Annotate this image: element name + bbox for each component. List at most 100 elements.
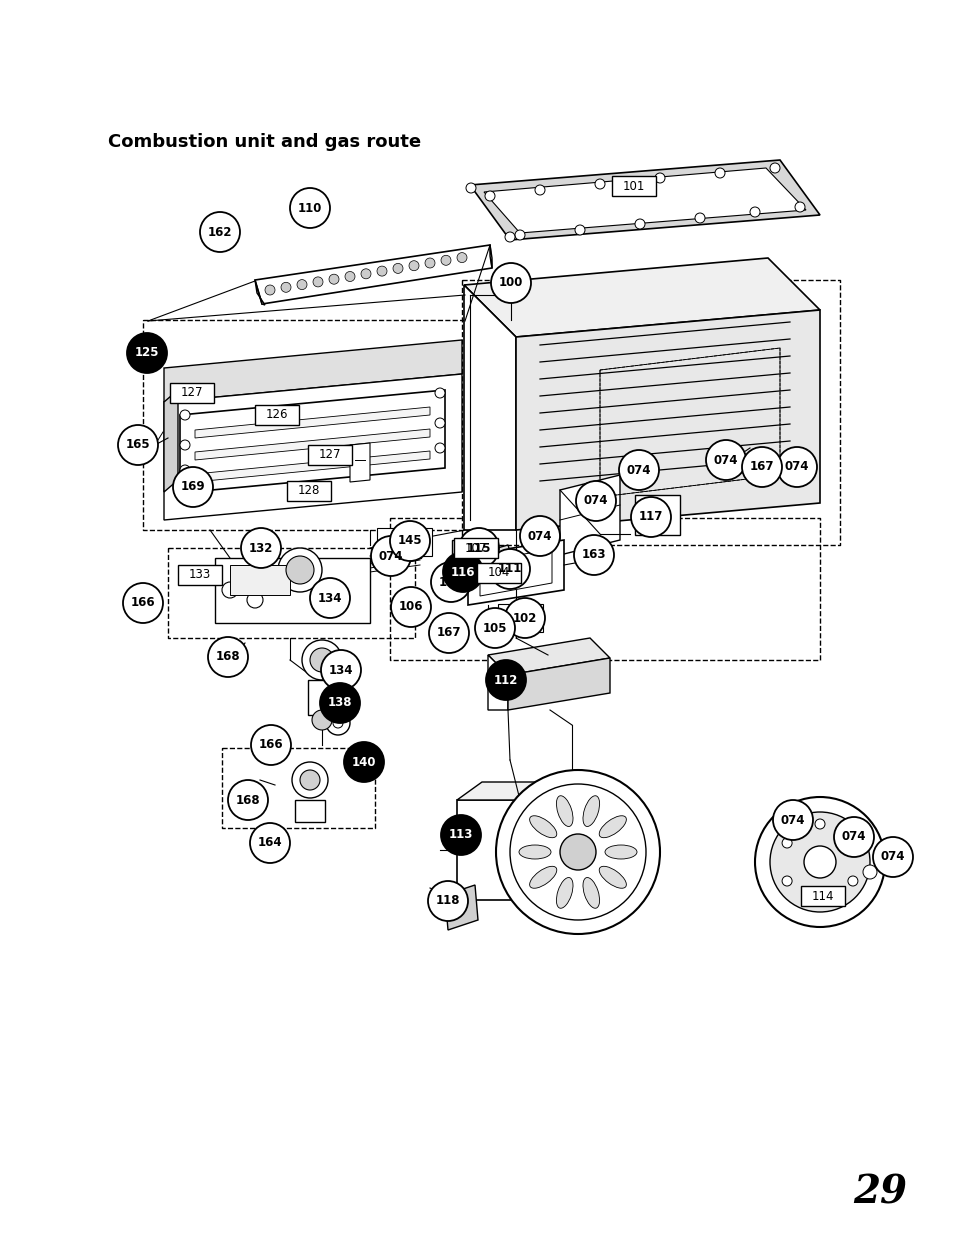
Circle shape: [228, 781, 268, 820]
Circle shape: [776, 447, 816, 487]
Circle shape: [431, 562, 471, 601]
Polygon shape: [164, 374, 461, 520]
FancyBboxPatch shape: [497, 604, 542, 632]
Circle shape: [741, 447, 781, 487]
Text: 166: 166: [131, 597, 155, 610]
Text: 126: 126: [266, 409, 288, 421]
Text: 114: 114: [811, 889, 833, 903]
Text: 133: 133: [189, 568, 211, 582]
FancyBboxPatch shape: [308, 680, 335, 715]
Circle shape: [500, 613, 511, 622]
Circle shape: [390, 521, 430, 561]
Circle shape: [333, 718, 343, 727]
Text: 101: 101: [622, 179, 644, 193]
Circle shape: [247, 592, 263, 608]
Circle shape: [435, 417, 444, 429]
Ellipse shape: [556, 795, 573, 826]
Text: 140: 140: [352, 756, 375, 768]
Text: 105: 105: [482, 621, 507, 635]
Circle shape: [847, 839, 857, 848]
Circle shape: [803, 846, 835, 878]
Polygon shape: [463, 285, 516, 530]
Text: 113: 113: [448, 829, 473, 841]
Circle shape: [435, 443, 444, 453]
Text: 134: 134: [317, 592, 342, 604]
Circle shape: [326, 711, 350, 735]
Circle shape: [490, 550, 530, 589]
Text: 103: 103: [438, 576, 463, 589]
Circle shape: [292, 762, 328, 798]
Circle shape: [475, 608, 515, 648]
Circle shape: [222, 582, 237, 598]
Polygon shape: [164, 390, 178, 492]
Circle shape: [574, 535, 614, 576]
Ellipse shape: [529, 866, 557, 888]
Text: 167: 167: [436, 626, 460, 640]
Polygon shape: [488, 638, 609, 676]
Polygon shape: [483, 168, 805, 233]
Polygon shape: [470, 161, 820, 240]
Circle shape: [251, 725, 291, 764]
Polygon shape: [507, 658, 609, 710]
Circle shape: [393, 263, 402, 273]
Text: 163: 163: [581, 548, 605, 562]
FancyBboxPatch shape: [454, 538, 497, 558]
Circle shape: [123, 583, 163, 622]
Polygon shape: [490, 245, 492, 268]
Polygon shape: [461, 545, 516, 585]
Circle shape: [535, 185, 544, 195]
Text: 107: 107: [464, 541, 487, 555]
FancyBboxPatch shape: [214, 558, 370, 622]
Text: 145: 145: [397, 535, 422, 547]
Polygon shape: [194, 451, 430, 482]
Circle shape: [456, 253, 467, 263]
FancyBboxPatch shape: [452, 540, 483, 558]
Text: 074: 074: [583, 494, 608, 508]
Ellipse shape: [604, 845, 637, 860]
Circle shape: [310, 578, 350, 618]
Ellipse shape: [598, 816, 626, 837]
Circle shape: [484, 191, 495, 201]
Circle shape: [754, 797, 884, 927]
Text: 074: 074: [841, 830, 865, 844]
Text: 168: 168: [215, 651, 240, 663]
Circle shape: [442, 552, 482, 592]
Text: 074: 074: [713, 453, 738, 467]
Text: 128: 128: [297, 484, 320, 498]
Circle shape: [576, 480, 616, 521]
Text: 104: 104: [487, 567, 510, 579]
Circle shape: [769, 811, 869, 911]
Circle shape: [440, 815, 480, 855]
Circle shape: [655, 173, 664, 183]
Circle shape: [118, 425, 158, 466]
Circle shape: [458, 529, 498, 568]
FancyBboxPatch shape: [230, 564, 290, 595]
Circle shape: [329, 274, 338, 284]
Circle shape: [172, 467, 213, 508]
Polygon shape: [164, 340, 461, 403]
Text: 164: 164: [257, 836, 282, 850]
Polygon shape: [254, 245, 492, 304]
Polygon shape: [516, 310, 820, 530]
Circle shape: [320, 650, 360, 690]
FancyBboxPatch shape: [456, 800, 572, 900]
Circle shape: [847, 876, 857, 885]
Circle shape: [180, 440, 190, 450]
Circle shape: [376, 266, 387, 277]
Text: 115: 115: [466, 541, 491, 555]
Polygon shape: [194, 429, 430, 459]
Text: 074: 074: [626, 463, 651, 477]
Circle shape: [286, 556, 314, 584]
Circle shape: [429, 613, 469, 653]
Circle shape: [695, 212, 704, 224]
Text: 165: 165: [126, 438, 151, 452]
FancyBboxPatch shape: [178, 564, 222, 585]
Text: 167: 167: [749, 461, 774, 473]
Circle shape: [781, 839, 791, 848]
Circle shape: [440, 256, 451, 266]
FancyBboxPatch shape: [170, 383, 213, 403]
Ellipse shape: [582, 795, 598, 826]
Ellipse shape: [598, 866, 626, 888]
Text: 166: 166: [258, 739, 283, 752]
Text: 169: 169: [180, 480, 205, 494]
